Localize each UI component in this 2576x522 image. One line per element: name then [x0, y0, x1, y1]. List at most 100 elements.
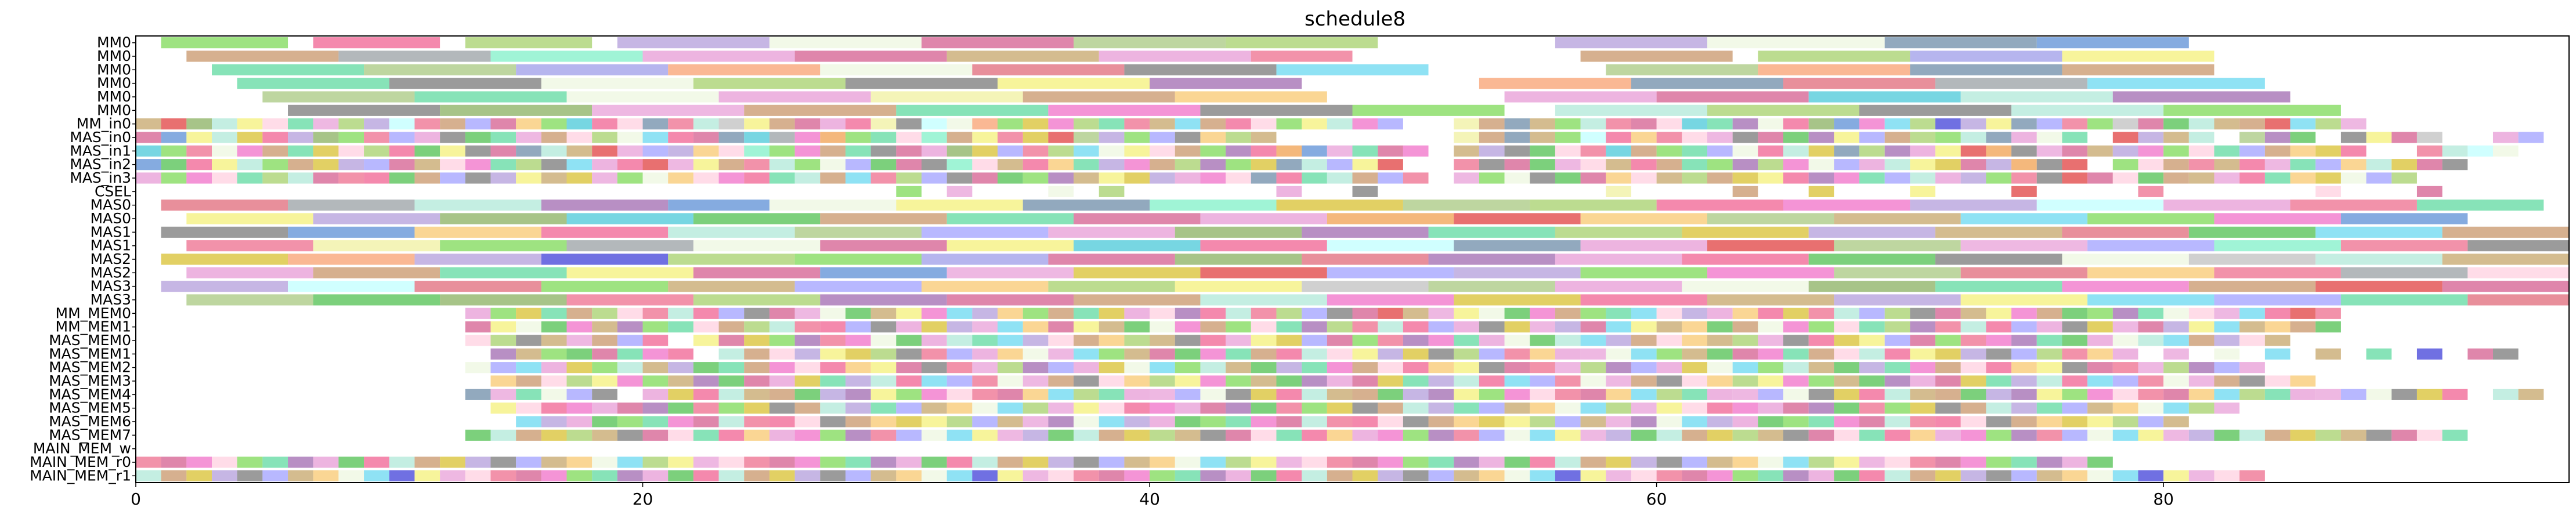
- gantt-bar: [389, 456, 415, 468]
- gantt-bar: [2340, 159, 2367, 171]
- gantt-bar: [1099, 186, 1125, 197]
- gantt-bar: [1555, 403, 1581, 414]
- gantt-bar: [1606, 159, 1631, 171]
- gantt-bar: [1580, 50, 1733, 62]
- gantt-bar: [1378, 403, 1403, 414]
- gantt-bar: [1859, 389, 1885, 400]
- gantt-bar: [1226, 375, 1251, 387]
- gantt-bar: [1682, 375, 1707, 387]
- gantt-bar: [1986, 403, 2012, 414]
- gantt-bar: [1682, 321, 1707, 333]
- gantt-bar: [1910, 403, 1936, 414]
- gantt-bar: [1986, 159, 2012, 171]
- row-label: MAS_MEM7: [49, 426, 131, 443]
- gantt-bar: [1048, 389, 1074, 400]
- gantt-bar: [1910, 389, 1936, 400]
- gantt-bar: [1555, 172, 1581, 184]
- gantt-bar: [1352, 348, 1378, 360]
- gantt-bar: [1631, 335, 1657, 346]
- gantt-bar: [1504, 416, 1530, 427]
- gantt-bar: [794, 470, 821, 481]
- gantt-row: [161, 226, 2569, 238]
- gantt-bar: [1580, 145, 1606, 157]
- row-label: MAS1: [91, 237, 131, 254]
- gantt-bar: [262, 118, 288, 130]
- gantt-bar: [1276, 321, 1302, 333]
- gantt-bar: [1783, 389, 1809, 400]
- gantt-bar: [1023, 200, 1150, 211]
- gantt-bar: [1403, 200, 1530, 211]
- gantt-bar: [2112, 403, 2138, 414]
- gantt-bar: [1302, 456, 1327, 468]
- gantt-bar: [1859, 118, 1885, 130]
- gantt-bar: [1226, 456, 1251, 468]
- gantt-bar: [566, 456, 592, 468]
- gantt-bar: [1555, 321, 1581, 333]
- gantt-bar: [2518, 389, 2544, 400]
- gantt-bar: [845, 389, 871, 400]
- row-label: MM0: [97, 88, 131, 105]
- gantt-bar: [1808, 226, 1936, 238]
- gantt-bar: [2062, 375, 2088, 387]
- gantt-bar: [490, 132, 516, 143]
- gantt-bar: [1276, 429, 1302, 441]
- gantt-bar: [1099, 118, 1125, 130]
- gantt-bar: [998, 78, 1150, 89]
- gantt-bar: [2492, 145, 2519, 157]
- gantt-bar: [1656, 375, 1682, 387]
- gantt-bar: [389, 172, 415, 184]
- gantt-bar: [718, 118, 745, 130]
- gantt-bar: [972, 348, 998, 360]
- gantt-bar: [744, 389, 769, 400]
- gantt-bar: [1606, 132, 1631, 143]
- gantt-bar: [1327, 403, 1353, 414]
- gantt-bar: [1884, 307, 1910, 319]
- gantt-bar: [998, 389, 1023, 400]
- gantt-bar: [2087, 389, 2113, 400]
- gantt-bar: [718, 159, 745, 171]
- gantt-bar: [896, 403, 922, 414]
- gantt-bar: [186, 267, 313, 278]
- gantt-bar: [946, 172, 973, 184]
- gantt-bar: [1783, 403, 1809, 414]
- gantt-bar: [1859, 335, 1885, 346]
- gantt-bar: [668, 132, 693, 143]
- gantt-bar: [1454, 132, 1479, 143]
- gantt-bar: [1048, 118, 1074, 130]
- gantt-bar: [2138, 403, 2164, 414]
- gantt-bar: [896, 321, 922, 333]
- row-label: MAIN_MEM_r0: [30, 454, 131, 470]
- gantt-bar: [1124, 389, 1150, 400]
- gantt-bar: [1251, 307, 1277, 319]
- gantt-bar: [820, 335, 846, 346]
- gantt-bar: [668, 118, 693, 130]
- gantt-bar: [2163, 470, 2189, 481]
- gantt-bar: [2239, 132, 2265, 143]
- gantt-bar: [1910, 64, 2062, 75]
- gantt-bar: [161, 37, 288, 49]
- gantt-bar: [1074, 416, 1099, 427]
- gantt-bar: [186, 172, 212, 184]
- gantt-bar: [1606, 362, 1631, 374]
- gantt-bar: [668, 281, 795, 292]
- gantt-bar: [845, 403, 871, 414]
- gantt-bar: [1074, 456, 1099, 468]
- gantt-bar: [2188, 253, 2316, 265]
- gantt-bar: [1023, 307, 1049, 319]
- gantt-bar: [1175, 145, 1201, 157]
- gantt-bar: [186, 118, 212, 130]
- gantt-bar: [161, 470, 187, 481]
- gantt-bar: [1631, 132, 1657, 143]
- gantt-bar: [1479, 362, 1505, 374]
- gantt-bar: [1226, 132, 1251, 143]
- gantt-bar: [972, 307, 998, 319]
- gantt-bar: [288, 253, 415, 265]
- gantt-bar: [2036, 132, 2062, 143]
- gantt-bar: [946, 403, 973, 414]
- gantt-bar: [1226, 335, 1251, 346]
- gantt-bar: [617, 456, 643, 468]
- gantt-bar: [1454, 375, 1479, 387]
- gantt-bar: [642, 470, 669, 481]
- gantt-bar: [1986, 362, 2012, 374]
- gantt-bar: [465, 362, 491, 374]
